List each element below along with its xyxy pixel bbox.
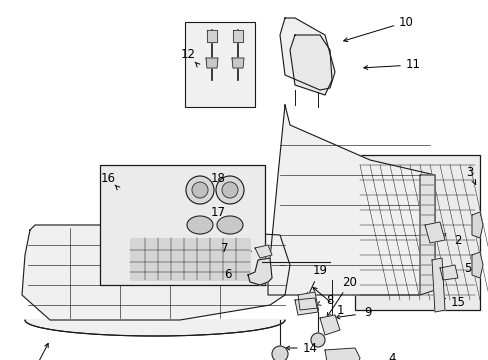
Circle shape bbox=[192, 182, 207, 198]
Ellipse shape bbox=[217, 216, 243, 234]
Text: 6: 6 bbox=[224, 269, 231, 282]
Polygon shape bbox=[25, 320, 285, 336]
Circle shape bbox=[216, 176, 244, 204]
Text: 18: 18 bbox=[210, 171, 225, 184]
Polygon shape bbox=[267, 105, 434, 295]
Circle shape bbox=[271, 346, 287, 360]
Circle shape bbox=[310, 333, 325, 347]
Polygon shape bbox=[419, 175, 434, 295]
Text: 10: 10 bbox=[398, 15, 412, 28]
Text: 15: 15 bbox=[449, 296, 465, 309]
Text: 8: 8 bbox=[325, 293, 333, 306]
Polygon shape bbox=[254, 245, 271, 258]
Text: 9: 9 bbox=[364, 306, 371, 320]
Polygon shape bbox=[280, 18, 334, 90]
Polygon shape bbox=[439, 265, 457, 280]
Circle shape bbox=[185, 176, 214, 204]
Text: 17: 17 bbox=[210, 206, 225, 219]
Polygon shape bbox=[206, 30, 217, 42]
Bar bbox=[130, 238, 249, 280]
Polygon shape bbox=[424, 222, 444, 243]
Polygon shape bbox=[319, 315, 339, 335]
Polygon shape bbox=[431, 258, 444, 312]
Polygon shape bbox=[289, 35, 331, 95]
Polygon shape bbox=[247, 258, 271, 285]
Polygon shape bbox=[231, 58, 244, 68]
Text: 5: 5 bbox=[464, 261, 471, 274]
FancyBboxPatch shape bbox=[184, 22, 254, 107]
Text: 4: 4 bbox=[387, 351, 395, 360]
Text: 14: 14 bbox=[302, 342, 317, 355]
Text: 16: 16 bbox=[101, 171, 115, 184]
Polygon shape bbox=[294, 298, 317, 315]
Polygon shape bbox=[22, 225, 289, 320]
Polygon shape bbox=[471, 212, 482, 238]
Polygon shape bbox=[325, 348, 359, 360]
FancyBboxPatch shape bbox=[100, 165, 264, 285]
Text: 3: 3 bbox=[466, 166, 473, 180]
Polygon shape bbox=[471, 252, 482, 278]
Text: 2: 2 bbox=[453, 234, 461, 247]
FancyBboxPatch shape bbox=[354, 155, 479, 310]
Text: 7: 7 bbox=[221, 242, 228, 255]
Text: 1: 1 bbox=[336, 303, 343, 316]
Polygon shape bbox=[232, 30, 243, 42]
Polygon shape bbox=[205, 58, 218, 68]
Text: 11: 11 bbox=[405, 58, 420, 72]
Ellipse shape bbox=[186, 216, 213, 234]
Text: 19: 19 bbox=[312, 264, 327, 276]
Polygon shape bbox=[297, 292, 317, 310]
Text: 20: 20 bbox=[342, 275, 357, 288]
Text: 12: 12 bbox=[180, 49, 195, 62]
Circle shape bbox=[222, 182, 238, 198]
